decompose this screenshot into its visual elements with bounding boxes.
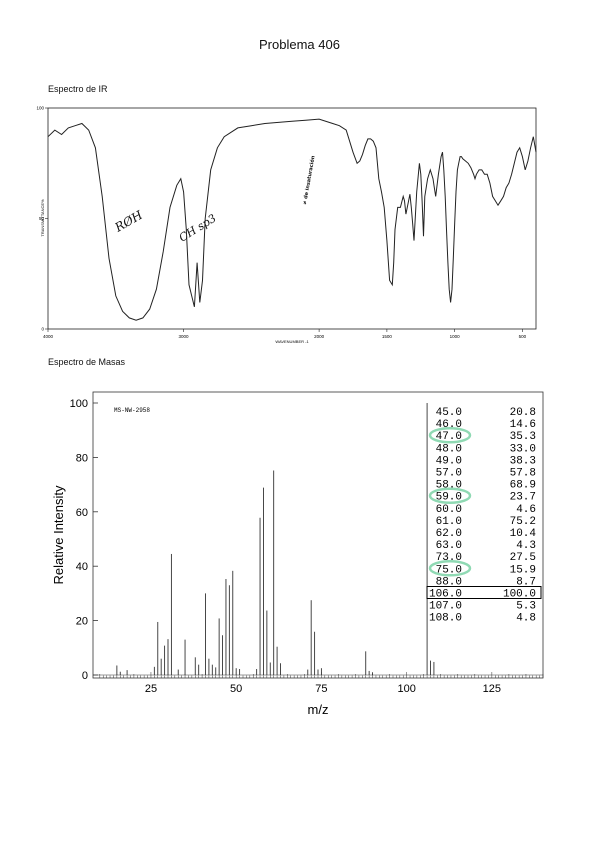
ms-x-tick-label: 125 [483, 683, 501, 695]
ms-table-mz: 47.0 [436, 431, 462, 443]
ir-chart: 4000 3000 2000 1500 1000 500 0 50 100 WAVENUMBER… [36, 106, 537, 344]
ms-table-intensity: 4.8 [516, 613, 536, 625]
ms-x-axis-label: m/z [308, 702, 329, 717]
ir-x-axis-label: WAVENUMBER -1 [275, 339, 309, 344]
ms-table-highlight [428, 426, 472, 444]
ms-table-intensity: 4.6 [516, 504, 536, 516]
ms-table-mz: 59.0 [436, 492, 462, 504]
ms-table-intensity: 23.7 [510, 492, 536, 504]
ms-table-intensity: 35.3 [510, 431, 536, 443]
ms-table-mz: 49.0 [436, 455, 462, 467]
ms-table-mz: 108.0 [429, 613, 462, 625]
ms-y-tick-label: 20 [76, 616, 88, 628]
ms-table-mz: 45.0 [436, 407, 462, 419]
ms-section-label: Espectro de Masas [48, 357, 126, 367]
ms-table-intensity: 75.2 [510, 516, 536, 528]
ms-table-intensity: 68.9 [510, 480, 536, 492]
ir-x-tick-label: 2000 [314, 334, 325, 339]
ir-x-tick-label: 500 [519, 334, 527, 339]
annotation-oh: RØH [112, 208, 146, 236]
ms-table-intensity: 33.0 [510, 443, 536, 455]
ms-table-box [426, 586, 542, 599]
ms-x-ticks: 25 50 75 100 125 [93, 672, 544, 695]
ms-table-mz: 61.0 [436, 516, 462, 528]
ms-table-mz: 107.0 [429, 601, 462, 613]
ms-x-tick-label: 75 [315, 683, 327, 695]
ms-table-mz: 62.0 [436, 528, 462, 540]
ms-peak-table: 45.0 20.846.0 14.647.0 35.348.0 33.049.0 38.3… [426, 407, 542, 625]
ir-ticks: 4000 3000 2000 1500 1000 500 0 50 100 [36, 106, 526, 340]
ms-chart: 0 20 40 60 80 100 25 50 75 100 125 MS-NW-2958 m/z… [51, 391, 544, 717]
ms-table-intensity: 14.6 [510, 419, 536, 431]
page-title: Problema 406 [259, 37, 340, 52]
ir-section-label: Espectro de IR [48, 84, 108, 94]
ms-table-intensity: 20.8 [510, 407, 536, 419]
ms-table-intensity: 100.0 [503, 589, 536, 601]
ms-table-mz: 57.0 [436, 468, 462, 480]
ms-y-tick-label: 80 [76, 452, 88, 464]
ms-table-intensity: 27.5 [510, 552, 536, 564]
ir-x-tick-label: 4000 [43, 334, 54, 339]
ms-table-mz: 48.0 [436, 443, 462, 455]
ms-table-mz: 63.0 [436, 540, 462, 552]
ms-table-intensity: 15.9 [510, 564, 536, 576]
ir-x-tick-label: 3000 [179, 334, 190, 339]
annotation-ch: CH sp3 [177, 212, 219, 245]
ms-table-mz: 60.0 [436, 504, 462, 516]
ms-table-intensity: 8.7 [516, 576, 536, 588]
ms-x-tick-label: 50 [230, 683, 242, 695]
ms-header-label: MS-NW-2958 [114, 407, 150, 414]
ir-y-tick-label: 50 [39, 216, 45, 221]
ir-x-tick-label: 1000 [450, 334, 461, 339]
ms-x-tick-label: 100 [397, 683, 415, 695]
ms-table-intensity: 38.3 [510, 455, 536, 467]
ms-table-mz: 75.0 [436, 564, 462, 576]
ms-x-tick-label: 25 [145, 683, 157, 695]
ms-y-tick-label: 100 [70, 398, 88, 410]
ms-y-tick-label: 60 [76, 507, 88, 519]
ir-x-tick-label: 1500 [382, 334, 393, 339]
ms-y-axis-label: Relative Intensity [51, 485, 66, 584]
ms-y-ticks: 0 20 40 60 80 100 [70, 398, 98, 682]
ir-spectrum-line [47, 118, 537, 321]
ms-table-intensity: 10.4 [510, 528, 537, 540]
ms-table-highlight [428, 560, 472, 577]
ir-y-tick-label: 0 [41, 327, 44, 332]
ms-y-tick-label: 0 [82, 670, 88, 682]
ms-y-tick-label: 40 [76, 561, 88, 573]
ir-y-axis-label: TRANSMITTANCE% [40, 199, 45, 237]
ir-y-tick-label: 100 [36, 106, 44, 111]
ms-table-highlight [428, 487, 472, 504]
ms-table-mz: 88.0 [436, 576, 462, 588]
ms-table-intensity: 57.8 [510, 468, 536, 480]
ms-table-intensity: 4.3 [516, 540, 536, 552]
ms-table-mz: 106.0 [429, 589, 462, 601]
ms-plot-frame [92, 391, 544, 679]
annotation-alkene: ≠ de insaturación [301, 155, 317, 206]
ms-table-intensity: 5.3 [516, 601, 536, 613]
ms-peaks [116, 403, 435, 675]
